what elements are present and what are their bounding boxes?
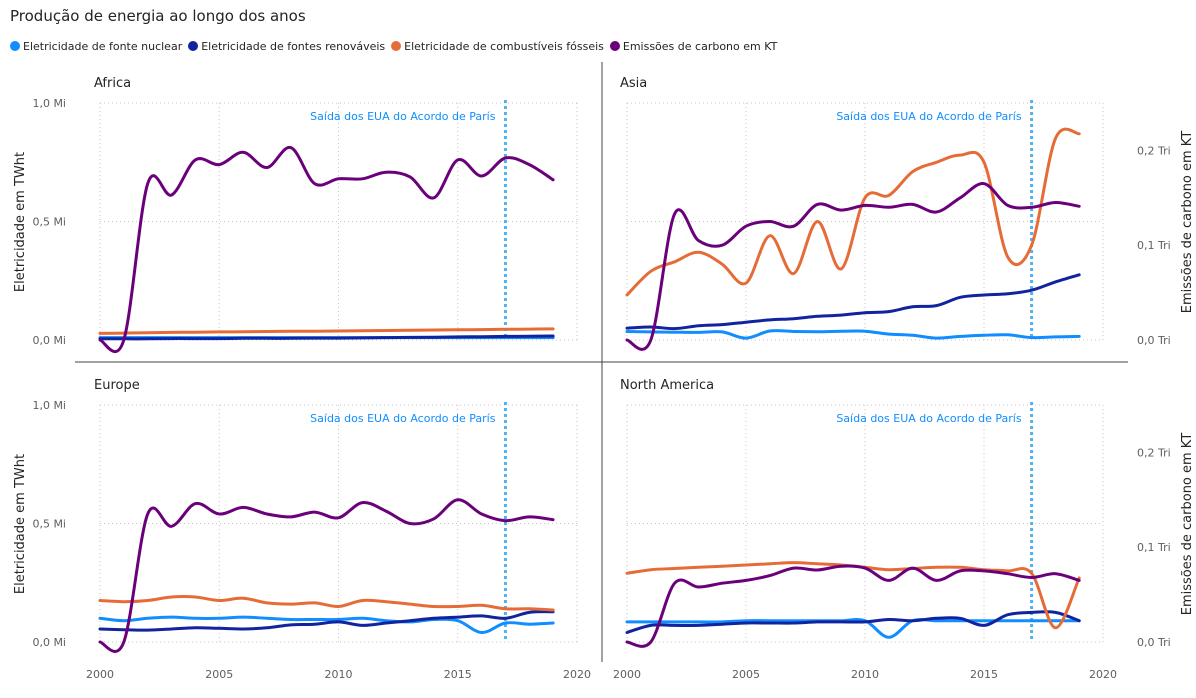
panel-title: Asia bbox=[620, 76, 647, 91]
series-line bbox=[98, 334, 555, 341]
legend-dot-icon bbox=[609, 41, 620, 51]
y-right-tick-label: 0,2 Tri bbox=[1137, 144, 1171, 157]
reference-line-label: Saída dos EUA do Acordo de París bbox=[310, 110, 496, 123]
x-tick-label: 2015 bbox=[444, 668, 472, 681]
reference-line-label: Saída dos EUA do Acordo de París bbox=[836, 110, 1022, 123]
panel-title: North America bbox=[620, 378, 714, 393]
y-right-tick-label: 0,2 Tri bbox=[1137, 446, 1171, 459]
series-line bbox=[98, 595, 555, 612]
y-right-axis-title: Emissões de carbono em KT bbox=[1180, 433, 1195, 616]
x-tick-label: 2010 bbox=[325, 668, 353, 681]
x-tick-label: 2010 bbox=[851, 668, 879, 681]
y-left-tick-label: 0,0 Mi bbox=[32, 334, 66, 347]
series-line bbox=[98, 146, 555, 353]
series-line bbox=[625, 127, 1081, 297]
legend-item[interactable]: Emissões de carbono em KT bbox=[609, 39, 778, 53]
chart-title: Produção de energia ao longo dos anos bbox=[10, 7, 306, 25]
x-tick-label: 2020 bbox=[1089, 668, 1117, 681]
x-tick-label: 2000 bbox=[613, 668, 641, 681]
series-line bbox=[98, 615, 555, 634]
x-tick-label: 2005 bbox=[732, 668, 760, 681]
legend-item[interactable]: Eletricidade de fonte nuclear bbox=[10, 40, 182, 53]
series-line bbox=[625, 561, 1081, 630]
legend: Eletricidade de fonte nuclear Eletricidad… bbox=[10, 38, 783, 54]
y-left-tick-label: 1,0 Mi bbox=[32, 399, 66, 412]
x-tick-label: 2020 bbox=[563, 668, 591, 681]
y-right-tick-label: 0,0 Tri bbox=[1137, 334, 1171, 347]
x-tick-label: 2000 bbox=[86, 668, 114, 681]
y-left-tick-label: 1,0 Mi bbox=[32, 97, 66, 110]
panel-title: Europe bbox=[94, 378, 140, 393]
legend-label: Eletricidade de fontes renováveis bbox=[201, 39, 386, 53]
series-line bbox=[625, 273, 1081, 331]
series-line bbox=[625, 617, 1081, 639]
series-line bbox=[625, 182, 1081, 351]
y-right-tick-label: 0,1 Tri bbox=[1137, 541, 1171, 554]
x-tick-label: 2015 bbox=[970, 668, 998, 681]
y-left-tick-label: 0,5 Mi bbox=[32, 216, 66, 229]
y-right-tick-label: 0,1 Tri bbox=[1137, 239, 1171, 252]
legend-dot-icon bbox=[188, 41, 199, 51]
series-line bbox=[625, 329, 1081, 340]
reference-line-label: Saída dos EUA do Acordo de París bbox=[836, 412, 1022, 425]
panel-title: Africa bbox=[94, 76, 131, 91]
legend-dot-icon bbox=[391, 41, 402, 51]
legend-label: Eletricidade de fonte nuclear bbox=[23, 39, 183, 53]
series-line bbox=[98, 327, 555, 335]
series-line bbox=[625, 610, 1081, 634]
y-right-tick-label: 0,0 Tri bbox=[1137, 636, 1171, 649]
y-left-axis-title: Eletricidade em TWht bbox=[13, 152, 28, 292]
y-right-axis-title: Emissões de carbono em KT bbox=[1180, 131, 1195, 314]
x-tick-label: 2005 bbox=[205, 668, 233, 681]
legend-item[interactable]: Eletricidade de combustíveis fósseis bbox=[391, 40, 604, 53]
series-line bbox=[98, 610, 555, 632]
legend-dot-icon bbox=[10, 41, 20, 51]
series-line bbox=[625, 564, 1081, 648]
y-left-axis-title: Eletricidade em TWht bbox=[13, 454, 28, 594]
y-left-tick-label: 0,0 Mi bbox=[32, 636, 66, 649]
series-line bbox=[98, 498, 555, 653]
y-left-tick-label: 0,5 Mi bbox=[32, 518, 66, 531]
reference-line-label: Saída dos EUA do Acordo de París bbox=[310, 412, 496, 425]
legend-item[interactable]: Eletricidade de fontes renováveis bbox=[188, 40, 385, 53]
legend-label: Emissões de carbono em KT bbox=[622, 39, 778, 53]
legend-label: Eletricidade de combustíveis fósseis bbox=[404, 39, 604, 53]
